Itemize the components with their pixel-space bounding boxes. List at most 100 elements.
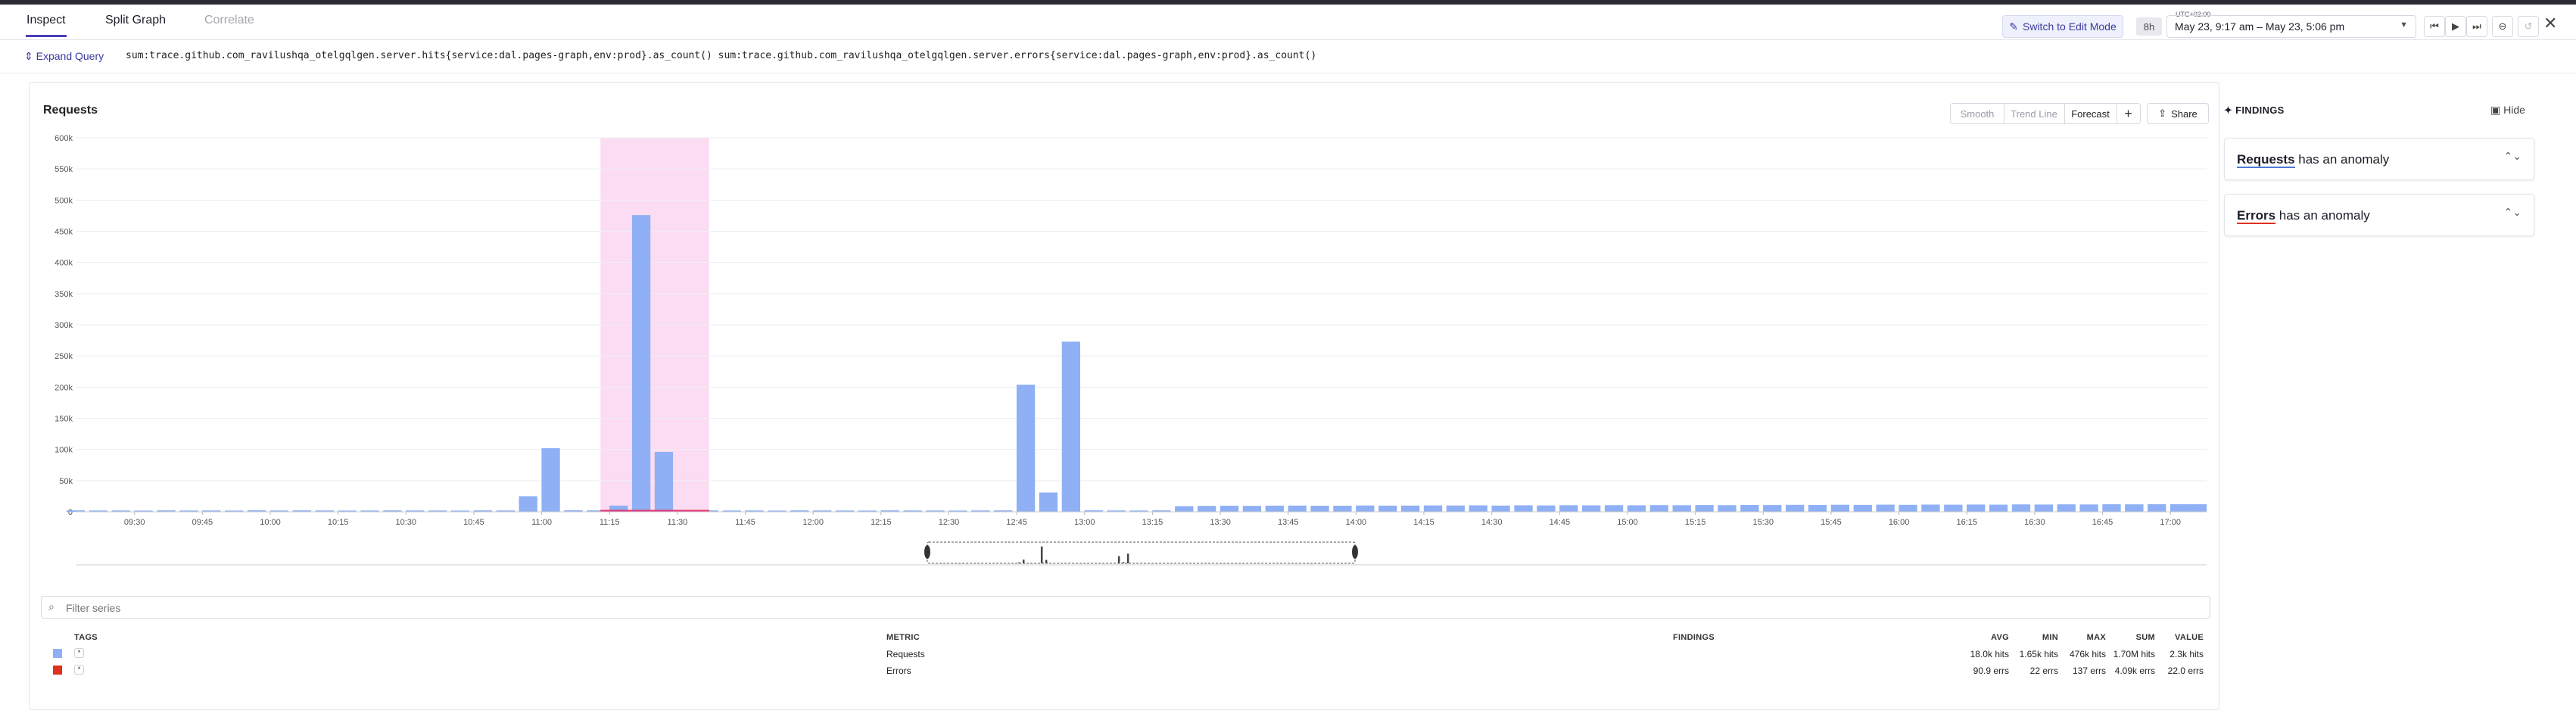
x-tick-label: 13:15 bbox=[1142, 518, 1163, 527]
requests-bar bbox=[225, 510, 244, 512]
finding-description: has an anomaly bbox=[2294, 152, 2390, 167]
filter-series-input[interactable] bbox=[64, 600, 2187, 616]
x-tick-label: 16:00 bbox=[1889, 518, 1910, 527]
filter-series-field[interactable]: ⌕ bbox=[41, 596, 2210, 619]
add-button[interactable]: + bbox=[2117, 103, 2141, 124]
requests-bar bbox=[1288, 505, 1307, 512]
graph-title: Requests bbox=[43, 104, 98, 117]
duration-badge[interactable]: 8h bbox=[2136, 17, 2162, 36]
close-icon[interactable]: ✕ bbox=[2543, 14, 2558, 33]
max-value: 137 errs bbox=[2072, 666, 2106, 676]
date-range-picker[interactable]: May 23, 9:17 am – May 23, 5:06 pm ▼ bbox=[2166, 15, 2416, 38]
requests-bar bbox=[1378, 505, 1397, 512]
x-tick-label: 16:45 bbox=[2092, 518, 2113, 527]
requests-bar bbox=[1333, 505, 1352, 512]
max-value: 476k hits bbox=[2069, 649, 2106, 659]
expand-chevron-icon[interactable]: ⌃⌄ bbox=[2503, 206, 2521, 218]
requests-bar bbox=[541, 448, 560, 512]
requests-bar bbox=[111, 510, 130, 512]
requests-bar bbox=[360, 510, 379, 512]
requests-bar bbox=[971, 510, 990, 512]
requests-bar bbox=[948, 510, 967, 512]
rewind-button[interactable]: ⏮ bbox=[2424, 16, 2445, 37]
tab-inspect[interactable]: Inspect bbox=[26, 14, 67, 37]
pencil-icon: ✎ bbox=[2009, 20, 2018, 33]
x-tick-label: 09:30 bbox=[124, 518, 145, 527]
requests-bar bbox=[812, 510, 832, 512]
requests-bar bbox=[2011, 504, 2031, 512]
tab-correlate[interactable]: Correlate bbox=[204, 14, 254, 26]
x-tick-label: 16:15 bbox=[1956, 518, 1977, 527]
y-tick-label: 0 bbox=[68, 508, 73, 517]
requests-bar bbox=[315, 510, 334, 512]
requests-bar bbox=[2148, 503, 2166, 512]
share-icon: ⇪ bbox=[2158, 108, 2167, 119]
trend-line-button[interactable]: Trend Line bbox=[2004, 103, 2065, 124]
requests-bar bbox=[1718, 505, 1737, 512]
x-tick-label: 12:45 bbox=[1006, 518, 1027, 527]
requests-bar bbox=[1763, 505, 1782, 512]
requests-bar bbox=[880, 510, 899, 512]
x-tick-label: 14:45 bbox=[1550, 518, 1571, 527]
x-tick-label: 10:00 bbox=[260, 518, 281, 527]
requests-bar bbox=[564, 510, 583, 512]
reset-icon: ↺ bbox=[2524, 20, 2533, 32]
requests-bar bbox=[1582, 505, 1601, 512]
series-color-swatch bbox=[53, 666, 62, 675]
smooth-button[interactable]: Smooth bbox=[1950, 103, 2004, 124]
expand-chevron-icon[interactable]: ⌃⌄ bbox=[2503, 150, 2521, 162]
x-tick-label: 11:15 bbox=[600, 518, 620, 527]
date-range-value: May 23, 9:17 am – May 23, 5:06 pm bbox=[2175, 20, 2345, 33]
findings-header: ✦ FINDINGS bbox=[2224, 104, 2285, 117]
finding-card-requests[interactable]: Requests has an anomaly ⌃⌄ bbox=[2224, 138, 2534, 180]
x-tick-label: 12:00 bbox=[802, 518, 824, 527]
tag-chip: * bbox=[74, 648, 84, 658]
tab-split-graph[interactable]: Split Graph bbox=[105, 14, 167, 26]
requests-bar bbox=[2125, 504, 2144, 512]
x-tick-label: 14:00 bbox=[1346, 518, 1367, 527]
hide-label: Hide bbox=[2503, 104, 2525, 116]
min-value: 1.65k hits bbox=[2019, 649, 2058, 659]
min-value: 22 errs bbox=[2029, 666, 2058, 676]
requests-bar bbox=[926, 510, 945, 512]
query-row: ⇕ Expand Query sum:trace.github.com_ravi… bbox=[0, 41, 2576, 73]
requests-bar bbox=[1129, 510, 1148, 512]
requests-bar bbox=[1469, 505, 1487, 512]
navigator-bar bbox=[1045, 560, 1048, 563]
switch-edit-mode-button[interactable]: ✎ Switch to Edit Mode bbox=[2002, 15, 2123, 38]
requests-bar bbox=[1967, 504, 1986, 512]
requests-chart[interactable]: 0 50k 100k 150k 200k 250k 300k 350k 400k 450k 500k… bbox=[0, 129, 2218, 575]
search-icon: ⌕ bbox=[48, 600, 55, 613]
reset-button[interactable]: ↺ bbox=[2518, 16, 2539, 37]
x-tick-label: 10:45 bbox=[463, 518, 484, 527]
sparkle-icon: ✦ bbox=[2224, 104, 2233, 116]
play-button[interactable]: ▶ bbox=[2445, 16, 2466, 37]
expand-query-button[interactable]: ⇕ Expand Query bbox=[24, 50, 104, 63]
navigator-right-handle bbox=[1352, 545, 1358, 559]
hide-findings-button[interactable]: ▣ Hide bbox=[2490, 104, 2525, 117]
sidebar-icon: ▣ bbox=[2490, 104, 2501, 116]
requests-bar bbox=[1084, 510, 1103, 512]
avg-value: 18.0k hits bbox=[1970, 649, 2009, 659]
requests-bar bbox=[473, 510, 493, 512]
share-button[interactable]: ⇪ Share bbox=[2147, 103, 2209, 124]
requests-bar bbox=[1899, 504, 1917, 512]
zoom-out-icon: ⊖ bbox=[2498, 20, 2507, 32]
x-tick-label: 10:30 bbox=[396, 518, 417, 527]
y-tick-label: 350k bbox=[55, 290, 73, 299]
requests-bar bbox=[1016, 385, 1036, 512]
col-sum: SUM bbox=[2135, 633, 2155, 642]
finding-metric-name: Requests bbox=[2237, 152, 2295, 168]
zoom-out-button[interactable]: ⊖ bbox=[2492, 16, 2513, 37]
tag-chip: * bbox=[74, 665, 84, 675]
col-min: MIN bbox=[2042, 633, 2058, 642]
requests-bar bbox=[631, 215, 651, 512]
fast-forward-button[interactable]: ⏭ bbox=[2466, 16, 2487, 37]
finding-description: has an anomaly bbox=[2275, 208, 2370, 223]
requests-bar bbox=[519, 496, 537, 512]
x-tick-label: 16:30 bbox=[2024, 518, 2045, 527]
finding-card-errors[interactable]: Errors has an anomaly ⌃⌄ bbox=[2224, 194, 2534, 236]
requests-bar bbox=[1604, 505, 1624, 512]
requests-bar bbox=[587, 510, 606, 512]
forecast-button[interactable]: Forecast bbox=[2064, 103, 2117, 124]
